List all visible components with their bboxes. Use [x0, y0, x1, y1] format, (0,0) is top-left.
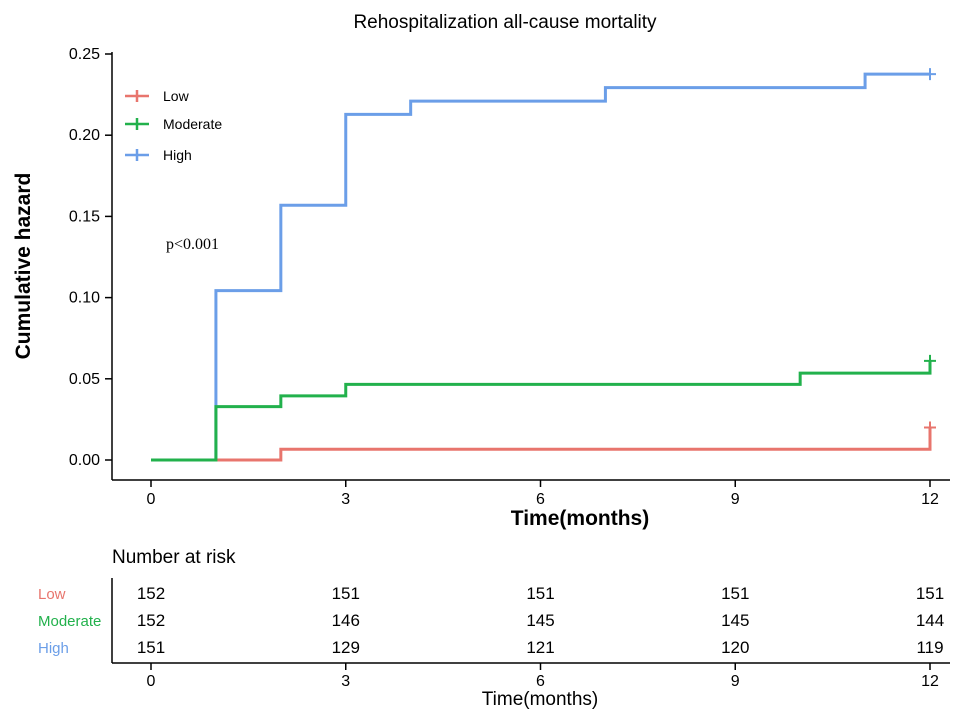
y-tick-label: 0.05	[69, 371, 100, 388]
risk-row-label-moderate: Moderate	[38, 613, 101, 630]
risk-cell: 151	[526, 584, 554, 603]
risk-cell: 129	[332, 638, 360, 657]
legend-key-high	[125, 149, 149, 161]
risk-cell: 151	[332, 584, 360, 603]
legend-label-low: Low	[163, 88, 190, 104]
risk-table-title: Number at risk	[112, 547, 236, 568]
risk-x-tick-label: 12	[921, 673, 939, 690]
x-tick-label: 6	[536, 491, 545, 508]
risk-cell: 144	[916, 611, 944, 630]
risk-cell: 152	[137, 611, 165, 630]
risk-table: Low 152 151 151 151 151 Moderate 152 146 145 145 14…	[38, 584, 944, 657]
y-ticks: 0.00 0.05 0.10 0.15 0.20 0.25	[69, 46, 112, 469]
y-tick-label: 0.25	[69, 46, 100, 63]
series-line-low	[151, 427, 932, 462]
legend-label-high: High	[163, 147, 192, 163]
y-tick-label: 0.00	[69, 452, 100, 469]
plot-area: 0.00 0.05 0.10 0.15 0.20 0.25 0 3 6 9 12	[69, 46, 950, 508]
x-tick-label: 12	[921, 491, 939, 508]
series-lines	[151, 72, 932, 462]
risk-x-tick-label: 0	[147, 673, 156, 690]
legend: Low Moderate High	[125, 88, 222, 163]
chart-title: Rehospitalization all-cause mortality	[353, 12, 657, 33]
risk-cell: 146	[332, 611, 360, 630]
risk-cell: 151	[916, 584, 944, 603]
risk-x-tick-label: 3	[341, 673, 350, 690]
series-line-high	[151, 72, 930, 462]
risk-cell: 120	[721, 638, 749, 657]
y-tick-label: 0.20	[69, 127, 100, 144]
risk-x-tick-label: 9	[731, 673, 740, 690]
risk-x-tick-label: 6	[536, 673, 545, 690]
x-tick-label: 3	[341, 491, 350, 508]
risk-table-x-ticks: 0 3 6 9 12	[147, 663, 939, 690]
x-axis-title: Time(months)	[511, 507, 649, 530]
risk-table-x-axis-title: Time(months)	[482, 689, 598, 710]
legend-label-moderate: Moderate	[163, 116, 222, 132]
x-ticks: 0 3 6 9 12	[147, 480, 939, 508]
risk-cell: 152	[137, 584, 165, 603]
censor-mark-low	[924, 421, 936, 434]
censor-mark-moderate	[924, 354, 936, 367]
y-axis-title: Cumulative hazard	[12, 173, 35, 360]
risk-row-label-low: Low	[38, 586, 66, 603]
risk-cell: 145	[526, 611, 554, 630]
y-tick-label: 0.10	[69, 290, 100, 307]
censor-mark-high	[924, 68, 936, 81]
risk-row-label-high: High	[38, 640, 69, 657]
x-tick-label: 9	[731, 491, 740, 508]
censor-marks	[924, 68, 936, 434]
series-line-moderate	[151, 360, 932, 462]
risk-cell: 151	[721, 584, 749, 603]
legend-key-moderate	[125, 118, 149, 130]
risk-cell: 145	[721, 611, 749, 630]
risk-cell: 121	[526, 638, 554, 657]
y-tick-label: 0.15	[69, 208, 100, 225]
x-tick-label: 0	[147, 491, 156, 508]
risk-cell: 151	[137, 638, 165, 657]
p-value-annotation: p<0.001	[166, 236, 219, 253]
risk-cell: 119	[916, 638, 943, 657]
legend-key-low	[125, 90, 149, 102]
